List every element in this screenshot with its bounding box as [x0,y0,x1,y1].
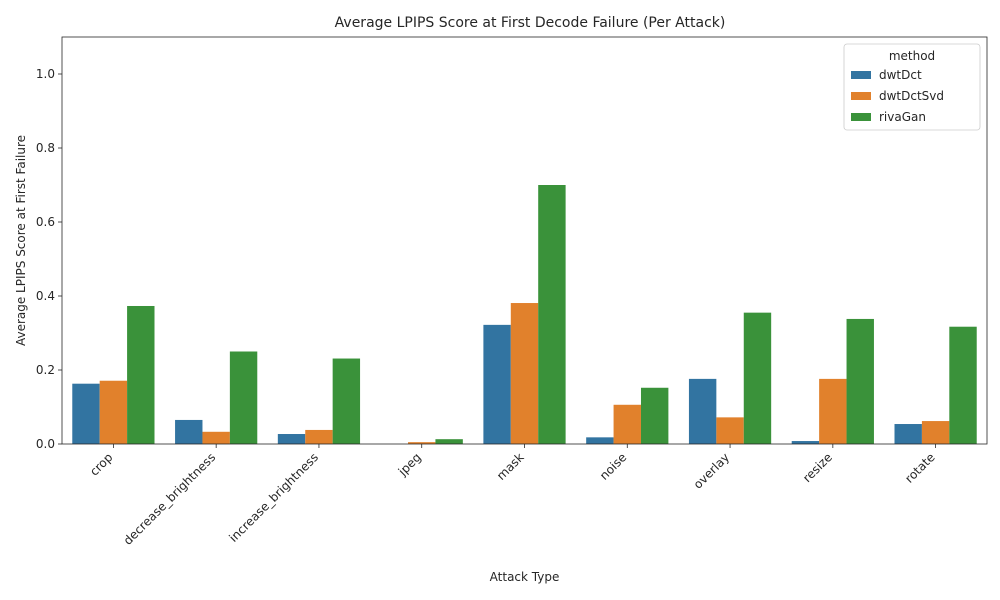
bars-layer [72,185,977,444]
y-axis: 0.0 0.2 0.4 0.6 0.8 1.0 [36,67,62,451]
x-tick-label: increase_brightness [226,450,321,545]
plot-frame [61,36,988,445]
bar-rivaGan-crop [127,305,155,444]
legend-swatch-dwtDct [851,71,871,79]
bar-dwtDctSvd-mask [510,303,539,444]
legend: method dwtDct dwtDctSvd rivaGan [843,43,981,131]
bar-rivaGan-resize [846,318,874,444]
bar-rivaGan-increase_brightness [332,358,361,444]
x-tick-label: overlay [691,450,732,491]
chart-title: Average LPIPS Score at First Decode Fail… [335,15,726,31]
x-tick-label: mask [494,450,527,483]
x-tick-label: resize [800,450,835,485]
bar-rivaGan-decrease_brightness [229,351,258,444]
bar-dwtDctSvd-decrease_brightness [202,431,230,444]
x-tick-label: jpeg [395,450,424,479]
bar-dwtDct-rotate [894,424,922,444]
bar-dwtDct-crop [72,383,100,444]
bar-dwtDctSvd-jpeg [408,442,436,444]
legend-entry-dwtDctSvd: dwtDctSvd [879,89,944,103]
y-tick-label: 1.0 [36,67,55,81]
legend-swatch-dwtDctSvd [851,92,871,100]
bar-dwtDct-decrease_brightness [175,419,203,444]
x-axis-label: Attack Type [490,570,560,584]
bar-rivaGan-mask [538,185,566,444]
bar-dwtDct-mask [483,324,511,444]
y-tick-label: 0.4 [36,289,55,303]
bar-dwtDct-overlay [688,378,717,444]
legend-swatch-rivaGan [851,113,871,121]
y-tick-label: 0.2 [36,363,55,377]
x-tick-label: noise [597,450,629,482]
y-tick-label: 0.6 [36,215,55,229]
x-tick-label: decrease_brightness [121,450,219,548]
bar-dwtDctSvd-overlay [716,417,744,444]
y-tick-label: 0.0 [36,437,55,451]
bar-dwtDctSvd-crop [99,380,128,444]
bar-rivaGan-noise [640,387,669,444]
bar-rivaGan-jpeg [435,439,463,444]
legend-title: method [889,49,935,63]
bar-dwtDctSvd-noise [613,404,641,444]
bar-rivaGan-rotate [949,326,977,444]
legend-entry-rivaGan: rivaGan [879,110,926,124]
bar-rivaGan-overlay [743,312,772,444]
bar-dwtDct-resize [791,441,820,444]
bar-dwtDctSvd-rotate [921,421,950,444]
bar-dwtDct-noise [586,437,614,444]
x-tick-label: crop [87,450,115,478]
y-tick-label: 0.8 [36,141,55,155]
bar-dwtDctSvd-increase_brightness [305,429,333,444]
legend-box [843,43,981,131]
y-axis-label: Average LPIPS Score at First Failure [14,135,28,346]
bar-dwtDctSvd-resize [819,378,847,444]
x-tick-label: rotate [902,450,937,485]
bar-dwtDct-increase_brightness [277,434,306,444]
x-axis: crop decrease_brightness increase_brightne… [87,444,938,548]
legend-entry-dwtDct: dwtDct [879,68,922,82]
